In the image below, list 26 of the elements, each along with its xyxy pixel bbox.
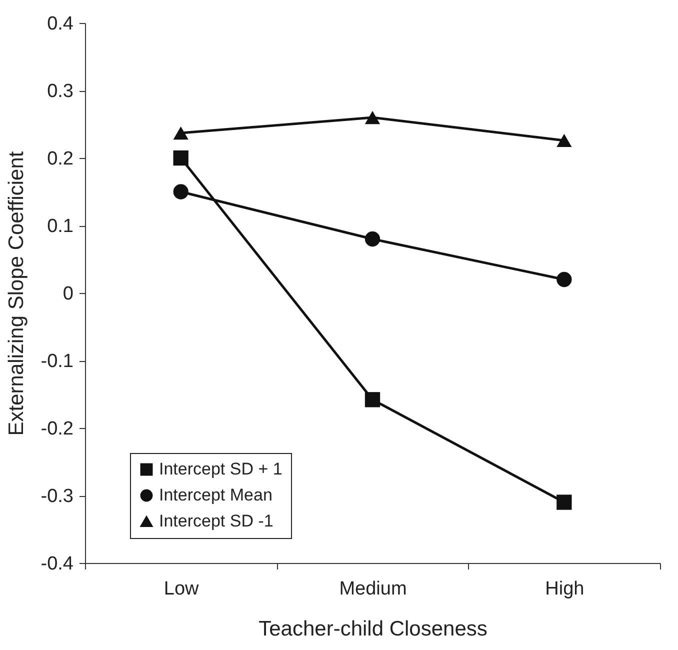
point bbox=[173, 150, 188, 166]
y-tick-label: 0.4 bbox=[47, 14, 74, 34]
y-tick-label: 0.1 bbox=[47, 216, 74, 237]
x-tick-label: Medium bbox=[339, 578, 407, 600]
point bbox=[556, 272, 572, 288]
y-tick-label: -0.3 bbox=[40, 486, 74, 507]
y-tick-label: 0 bbox=[62, 284, 74, 304]
legend-label: Intercept Mean bbox=[159, 486, 272, 504]
point bbox=[173, 126, 188, 140]
y-tick-label: -0.1 bbox=[40, 351, 74, 372]
point bbox=[364, 231, 380, 247]
y-axis-title: Externalizing Slope Coefficient bbox=[4, 151, 28, 436]
y-tick-label: -0.4 bbox=[40, 554, 74, 574]
point bbox=[173, 184, 188, 200]
legend-label: Intercept SD -1 bbox=[159, 512, 274, 530]
legend-label: Intercept SD + 1 bbox=[159, 460, 282, 478]
x-tick-label: High bbox=[545, 578, 584, 600]
y-tick-label: 0.2 bbox=[47, 148, 74, 170]
y-tick-label: 0.3 bbox=[47, 81, 74, 102]
x-tick-label: Low bbox=[164, 578, 200, 600]
point bbox=[556, 134, 572, 148]
x-axis-title: Teacher-child Closeness bbox=[258, 618, 488, 640]
point bbox=[364, 110, 380, 124]
y-tick-label: -0.2 bbox=[40, 418, 74, 440]
point bbox=[556, 494, 572, 510]
point bbox=[364, 392, 380, 408]
